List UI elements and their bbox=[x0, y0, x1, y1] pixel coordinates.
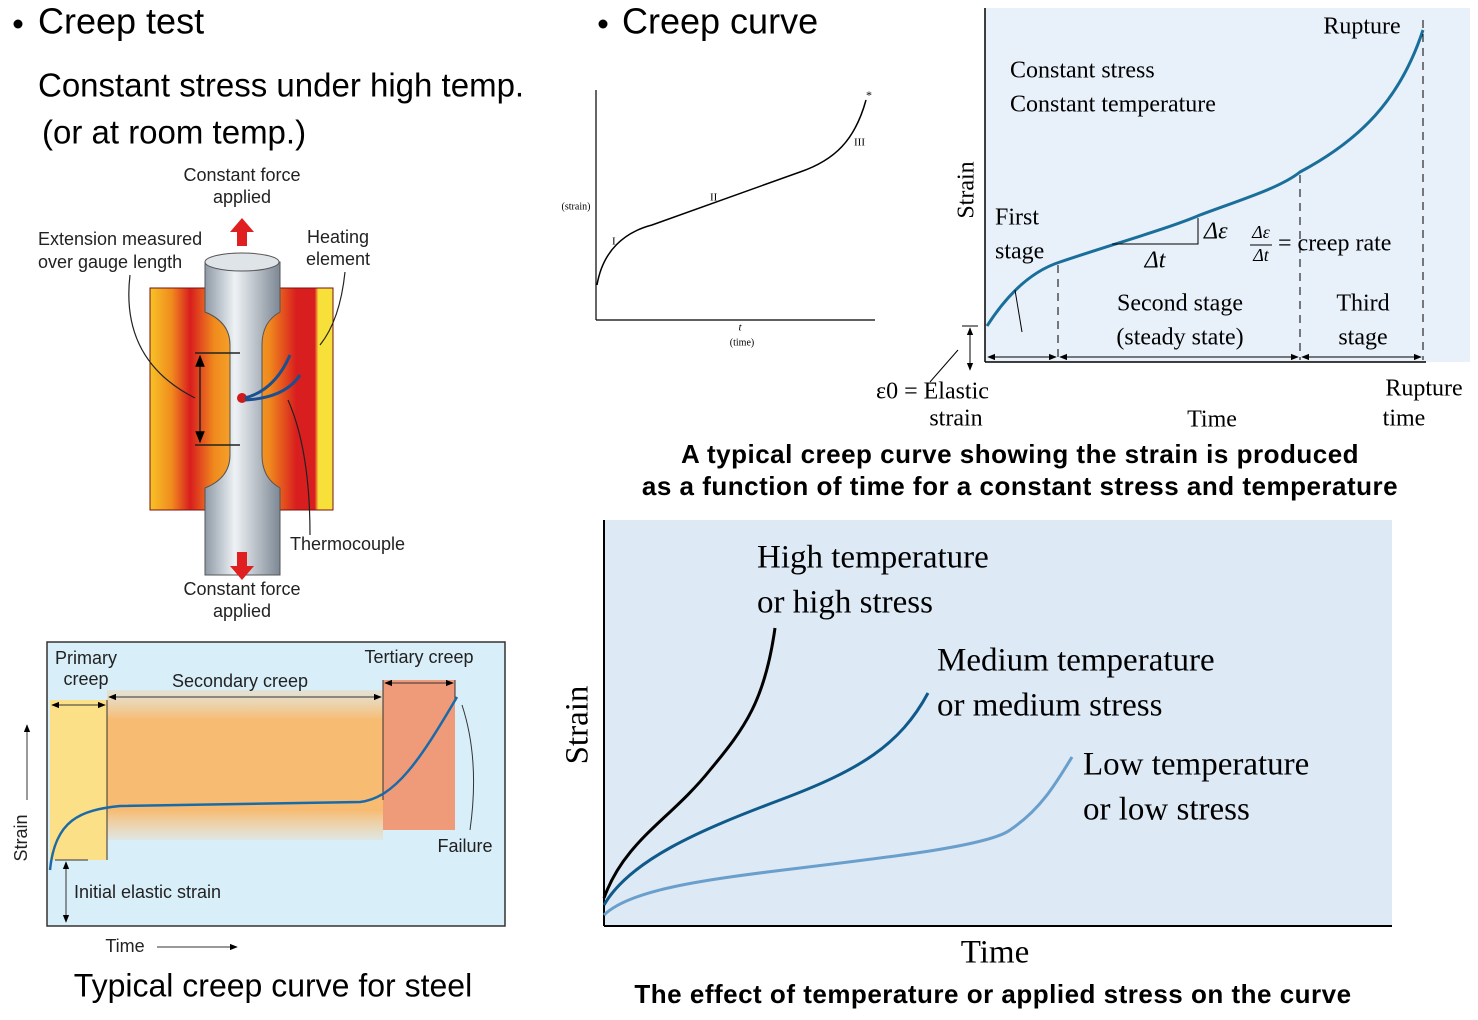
axis-label: t bbox=[738, 322, 742, 334]
leader-line bbox=[319, 271, 346, 346]
curve-high bbox=[602, 627, 777, 899]
leader-line bbox=[929, 349, 959, 383]
label: Rupture bbox=[1323, 14, 1400, 40]
leader-line bbox=[1014, 289, 1023, 333]
label: Rupture bbox=[1385, 376, 1462, 402]
label: Tertiary creep bbox=[364, 647, 473, 667]
label: or low stress bbox=[1083, 792, 1250, 828]
label: stage bbox=[995, 239, 1044, 265]
label: stage bbox=[1338, 325, 1387, 351]
force-arrow bbox=[230, 552, 254, 580]
label: High temperature bbox=[757, 540, 989, 576]
label: Thermocouple bbox=[290, 534, 405, 554]
small-curve: (strain) t (time) I II III * bbox=[562, 88, 875, 348]
axis-label: (time) bbox=[730, 337, 754, 348]
label: First bbox=[995, 205, 1039, 231]
label: Δε bbox=[1203, 219, 1228, 245]
label: Low temperature bbox=[1083, 747, 1309, 783]
stage-label: III bbox=[854, 137, 865, 149]
label: Third bbox=[1336, 291, 1389, 317]
caption: Typical creep curve for steel bbox=[74, 967, 472, 1003]
label: time bbox=[1383, 406, 1426, 432]
label: creep bbox=[63, 669, 108, 689]
curve bbox=[596, 99, 867, 286]
label: = creep rate bbox=[1278, 231, 1391, 257]
label: Constant stress bbox=[1010, 58, 1155, 84]
stage-label: I bbox=[612, 236, 616, 248]
leader-line bbox=[128, 274, 196, 399]
curve bbox=[985, 29, 1425, 327]
label: Primary bbox=[55, 648, 117, 668]
slope-triangle bbox=[1112, 218, 1199, 245]
caption: as a function of time for a constant str… bbox=[642, 471, 1398, 501]
label: or high stress bbox=[757, 585, 933, 621]
leader-line bbox=[287, 399, 311, 536]
end-mark: * bbox=[866, 88, 872, 102]
bullet bbox=[13, 19, 23, 29]
label: ε0 = Elastic bbox=[876, 379, 989, 405]
label: (steady state) bbox=[1116, 325, 1243, 351]
label: Secondary creep bbox=[172, 671, 308, 691]
steel-curve: Primary creep Secondary creep Tertiary c… bbox=[11, 641, 506, 1003]
apparatus: Constant force applied Extension measure… bbox=[38, 165, 405, 621]
label: element bbox=[306, 249, 370, 269]
typical-curve: Rupture Constant stress Constant tempera… bbox=[642, 8, 1470, 501]
label: or medium stress bbox=[937, 688, 1162, 724]
secondary-zone bbox=[107, 690, 383, 840]
label: Constant temperature bbox=[1010, 92, 1216, 118]
caption: The effect of temperature or applied str… bbox=[634, 979, 1351, 1009]
specimen-end bbox=[204, 252, 280, 272]
axis-label: Time bbox=[1187, 407, 1237, 433]
label: strain bbox=[929, 406, 982, 432]
heading: Creep curve bbox=[622, 1, 818, 42]
curve-low bbox=[602, 756, 1074, 917]
label: Δt bbox=[1144, 248, 1167, 274]
label: Medium temperature bbox=[937, 643, 1215, 679]
label: Extension measured bbox=[38, 229, 202, 249]
label: Initial elastic strain bbox=[74, 882, 221, 902]
thermocouple-wire bbox=[244, 354, 292, 400]
label: Constant force bbox=[183, 579, 300, 599]
curve bbox=[48, 696, 459, 871]
stage-label: II bbox=[710, 192, 718, 204]
label: Constant force bbox=[183, 165, 300, 185]
label: Δε bbox=[1251, 222, 1271, 242]
axis-label: Time bbox=[961, 935, 1029, 971]
text-line: Constant stress under high temp. bbox=[38, 67, 524, 104]
thermocouple-wire bbox=[244, 374, 302, 402]
label: Δt bbox=[1252, 245, 1270, 265]
label: Heating bbox=[307, 227, 369, 247]
axis-label: Strain bbox=[11, 814, 31, 861]
force-arrow bbox=[230, 218, 254, 246]
label: over gauge length bbox=[38, 252, 182, 272]
axis-label: Time bbox=[105, 936, 144, 956]
plot-bg bbox=[604, 520, 1392, 926]
bullet bbox=[598, 19, 608, 29]
axis-label: (strain) bbox=[562, 201, 591, 212]
leader-line bbox=[461, 704, 475, 831]
thermocouple-tip bbox=[237, 393, 247, 403]
effect-curve: High temperature or high stress Medium t… bbox=[560, 520, 1392, 1009]
plot-bg bbox=[985, 8, 1470, 362]
label: Second stage bbox=[1117, 291, 1243, 317]
specimen bbox=[204, 261, 281, 576]
curve-medium bbox=[602, 692, 930, 906]
axis-label: Strain bbox=[560, 686, 596, 765]
label: Failure bbox=[437, 836, 492, 856]
label: applied bbox=[213, 187, 271, 207]
caption: A typical creep curve showing the strain… bbox=[681, 439, 1359, 469]
axis-label: Strain bbox=[954, 161, 980, 218]
label: applied bbox=[213, 601, 271, 621]
text-line: (or at room temp.) bbox=[42, 114, 306, 151]
heading: Creep test bbox=[38, 1, 204, 42]
